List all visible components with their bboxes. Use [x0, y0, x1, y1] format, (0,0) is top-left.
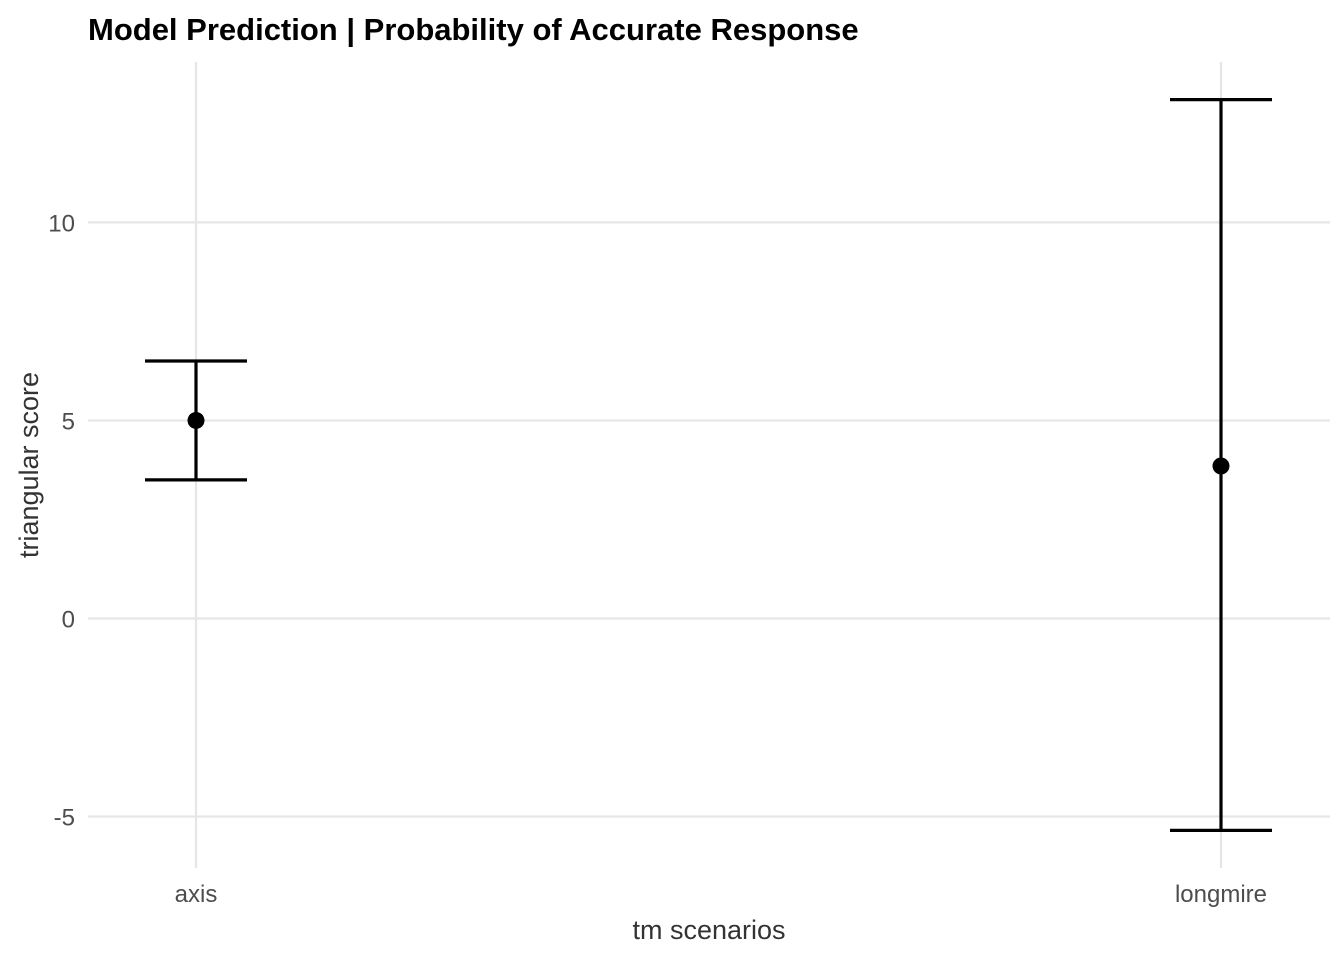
point-estimate-longmire — [1212, 457, 1230, 475]
y-axis-title: triangular score — [14, 372, 44, 558]
y-tick-label: 5 — [62, 408, 75, 435]
chart-title: Model Prediction | Probability of Accura… — [88, 12, 859, 47]
x-axis-title: tm scenarios — [632, 915, 785, 945]
x-tick-label: longmire — [1175, 881, 1267, 908]
grid — [88, 62, 1330, 868]
error-bar-marks — [145, 98, 1272, 832]
y-tick-label: 0 — [62, 606, 75, 633]
y-axis-ticks: -5 0 5 10 — [48, 210, 75, 831]
y-tick-label: 10 — [48, 210, 75, 237]
x-tick-label: axis — [175, 881, 218, 908]
point-estimate-axis — [187, 411, 205, 429]
y-tick-label: -5 — [54, 805, 75, 832]
x-axis-ticks: axis longmire — [175, 881, 1267, 908]
